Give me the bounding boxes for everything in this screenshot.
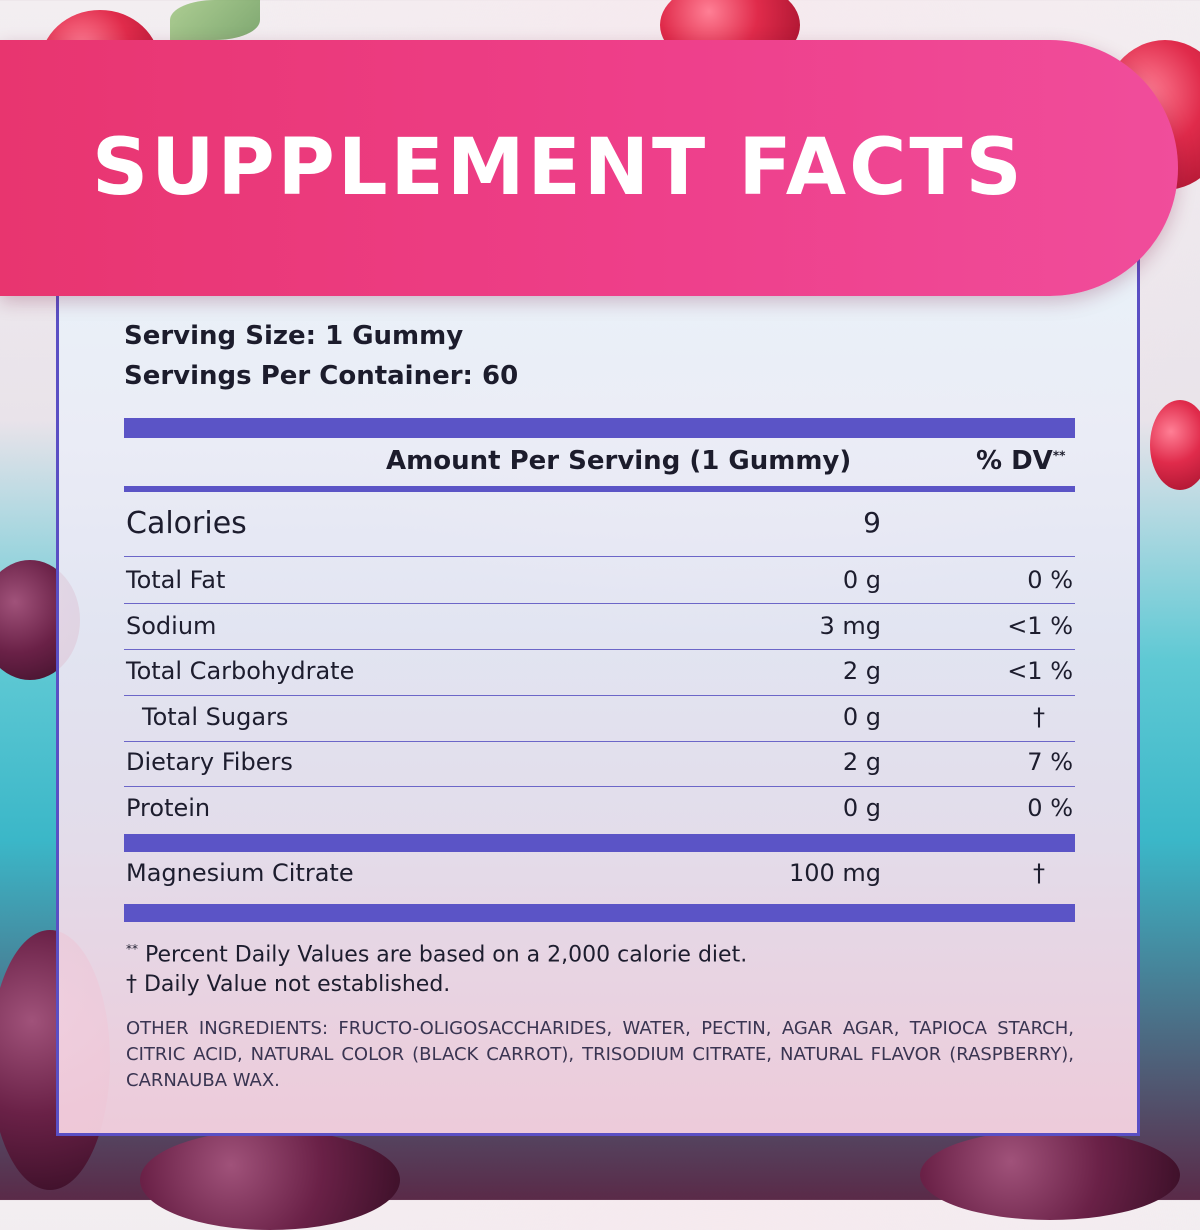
raspberry-decoration [920, 1130, 1180, 1220]
nutrient-name: Protein [126, 794, 211, 822]
nutrient-dv: <1 % [1007, 612, 1073, 640]
row-divider [124, 786, 1075, 787]
title-banner: SUPPLEMENT FACTS [0, 40, 1178, 296]
calories-label: Calories [126, 506, 247, 541]
dv-footnote-marker: ** [126, 942, 138, 956]
nutrient-dv: <1 % [1007, 657, 1073, 685]
row-divider [124, 603, 1075, 604]
header-top-bar [124, 418, 1075, 438]
calories-amount: 9 [863, 506, 881, 539]
nutrient-row: Dietary Fibers 2 g 7 % [124, 740, 1075, 786]
magnesium-row: Magnesium Citrate 100 mg † [124, 851, 1075, 897]
nutrient-name: Dietary Fibers [126, 748, 293, 776]
nutrient-row: Total Fat 0 g 0 % [124, 558, 1075, 604]
dv-header-label: % DV [976, 446, 1053, 476]
serving-size: Serving Size: 1 Gummy [124, 321, 464, 351]
raspberry-decoration [1150, 400, 1200, 490]
row-divider [124, 649, 1075, 650]
nutrient-row: Sodium 3 mg <1 % [124, 604, 1075, 650]
magnesium-name: Magnesium Citrate [126, 859, 354, 887]
header-bottom-bar [124, 486, 1075, 492]
nutrient-name: Total Fat [126, 566, 226, 594]
nutrient-dv: 0 % [1027, 566, 1073, 594]
row-divider [124, 741, 1075, 742]
dv-header: % DV** [976, 446, 1065, 476]
page-title: SUPPLEMENT FACTS [92, 123, 1025, 213]
nutrient-amount: 0 g [842, 566, 881, 594]
leaf-decoration [170, 0, 260, 40]
nutrient-row: Protein 0 g 0 % [124, 786, 1075, 832]
dagger-footnote: † Daily Value not established. [126, 972, 451, 997]
section-bar [124, 834, 1075, 852]
serving-info: Serving Size: 1 Gummy Servings Per Conta… [124, 316, 518, 396]
nutrient-row: Total Carbohydrate 2 g <1 % [124, 649, 1075, 695]
raspberry-decoration [140, 1130, 400, 1230]
servings-per-container: Servings Per Container: 60 [124, 361, 519, 391]
nutrient-dv: 0 % [1027, 794, 1073, 822]
nutrient-name: Total Sugars [142, 703, 289, 731]
amount-per-serving-header: Amount Per Serving (1 Gummy) [386, 446, 852, 476]
nutrient-name: Total Carbohydrate [126, 657, 355, 685]
nutrient-amount: 0 g [842, 794, 881, 822]
other-ingredients: OTHER INGREDIENTS: FRUCTO-OLIGOSACCHARID… [126, 1018, 1074, 1091]
magnesium-amount: 100 mg [788, 859, 881, 887]
row-divider [124, 695, 1075, 696]
nutrient-amount: 2 g [842, 748, 881, 776]
nutrient-amount: 2 g [842, 657, 881, 685]
row-divider [124, 556, 1075, 557]
footer-bar [124, 904, 1075, 922]
magnesium-dv: † [1033, 859, 1045, 887]
nutrient-row: Total Sugars 0 g † [124, 695, 1075, 741]
nutrient-dv: 7 % [1027, 748, 1073, 776]
calories-row: Calories 9 [124, 502, 1075, 556]
dv-footnote: ** Percent Daily Values are based on a 2… [126, 942, 747, 967]
dv-header-marker: ** [1052, 448, 1066, 463]
dv-footnote-text: Percent Daily Values are based on a 2,00… [145, 942, 748, 968]
nutrient-amount: 3 mg [819, 612, 881, 640]
supplement-facts-panel [56, 180, 1140, 1136]
nutrient-name: Sodium [126, 612, 217, 640]
nutrient-dv: † [1033, 703, 1045, 731]
nutrient-amount: 0 g [842, 703, 881, 731]
